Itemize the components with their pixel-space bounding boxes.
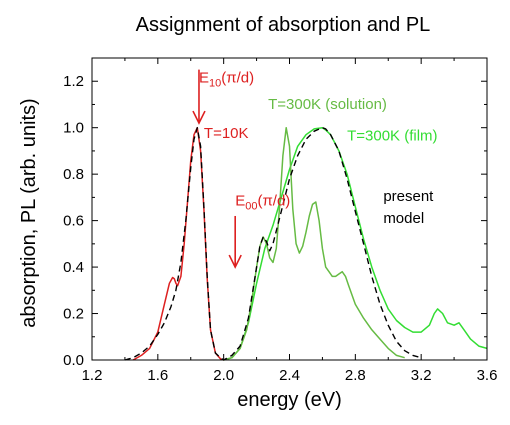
x-tick-label: 2.4: [279, 367, 300, 384]
x-tick-label: 3.2: [411, 367, 432, 384]
series-line-t-300k-film: [223, 126, 488, 361]
annotation-e00: E00(π/d): [235, 193, 290, 213]
x-tick-label: 3.6: [477, 367, 498, 384]
annotation-t10: T=10K: [204, 125, 249, 142]
x-tick-label: 1.2: [82, 367, 103, 384]
y-tick-label: 0.6: [63, 213, 84, 230]
x-axis-label: energy (eV): [237, 389, 342, 411]
x-tick-label: 2.0: [213, 367, 234, 384]
annotation-e10: E10(π/d): [199, 69, 254, 89]
annotations: E10(π/d) E00(π/d) T=10K T=300K (solution) T=…: [192, 69, 438, 269]
arrow-e10-head: [192, 110, 206, 125]
y-tick-label: 1.2: [63, 73, 84, 90]
annotation-tfilm: T=300K (film): [347, 127, 437, 144]
annotation-model1: present: [383, 188, 434, 205]
series-line-t-300k-solution: [223, 126, 405, 361]
series-line-present-model: [124, 127, 422, 361]
y-tick-label: 0.0: [63, 352, 84, 369]
axis-ticks: 1.2 1.6 2.0 2.4 2.8 3.2 3.6 0.0 0.2 0.4 0.6 0.8 1.0 1…: [63, 57, 498, 384]
y-tick-label: 0.8: [63, 166, 84, 183]
plot-area: [124, 126, 488, 361]
arrow-e00-head: [228, 254, 242, 269]
y-tick-label: 0.2: [63, 306, 84, 323]
x-tick-label: 2.8: [345, 367, 366, 384]
annotation-tsol: T=300K (solution): [268, 96, 387, 113]
x-tick-label: 1.6: [147, 367, 168, 384]
y-tick-label: 1.0: [63, 120, 84, 137]
y-tick-label: 0.4: [63, 259, 84, 276]
chart-title: Assignment of absorption and PL: [136, 14, 431, 36]
y-axis-label: absorption, PL (arb. units): [18, 98, 40, 327]
annotation-model2: model: [383, 210, 424, 227]
